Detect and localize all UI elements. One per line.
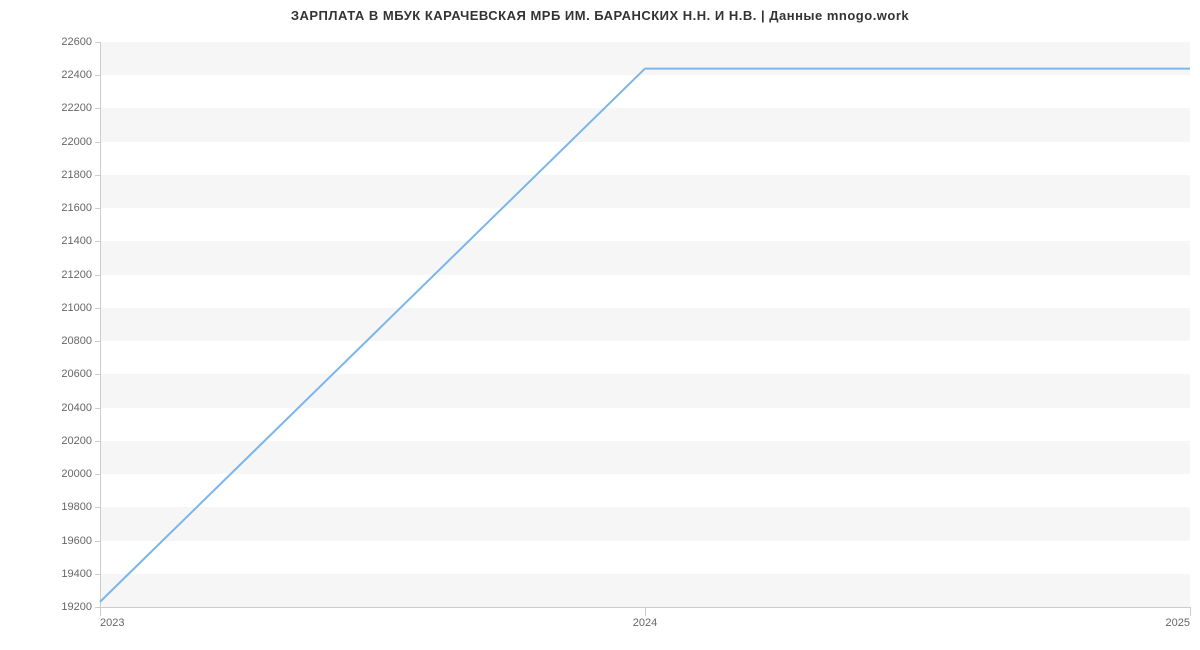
y-tick-label: 20600 [61,368,92,380]
y-tick-label: 22600 [61,36,92,48]
x-tick-label: 2024 [633,617,657,629]
x-tick-mark [645,607,646,616]
x-tick-mark [1190,607,1191,616]
chart-title: ЗАРПЛАТА В МБУК КАРАЧЕВСКАЯ МРБ ИМ. БАРА… [0,8,1200,23]
y-tick-label: 20800 [61,335,92,347]
line-series-layer [100,42,1190,607]
y-tick-label: 20200 [61,435,92,447]
x-tick-label: 2023 [100,617,124,629]
y-tick-label: 21200 [61,269,92,281]
y-tick-label: 19600 [61,535,92,547]
x-axis-line [100,607,1190,608]
y-tick-label: 19800 [61,501,92,513]
y-tick-label: 19200 [61,601,92,613]
y-tick-label: 21000 [61,302,92,314]
y-tick-label: 21400 [61,235,92,247]
y-tick-label: 22400 [61,69,92,81]
x-tick-label: 2025 [1166,617,1190,629]
y-tick-label: 20400 [61,402,92,414]
x-tick-mark [100,607,101,616]
salary-line [100,69,1190,602]
y-tick-label: 21800 [61,169,92,181]
y-tick-label: 19400 [61,568,92,580]
y-tick-label: 21600 [61,202,92,214]
y-tick-label: 20000 [61,468,92,480]
salary-line-chart: ЗАРПЛАТА В МБУК КАРАЧЕВСКАЯ МРБ ИМ. БАРА… [0,0,1200,650]
plot-area: 1920019400196001980020000202002040020600… [100,42,1190,607]
y-tick-label: 22200 [61,102,92,114]
y-tick-label: 22000 [61,136,92,148]
